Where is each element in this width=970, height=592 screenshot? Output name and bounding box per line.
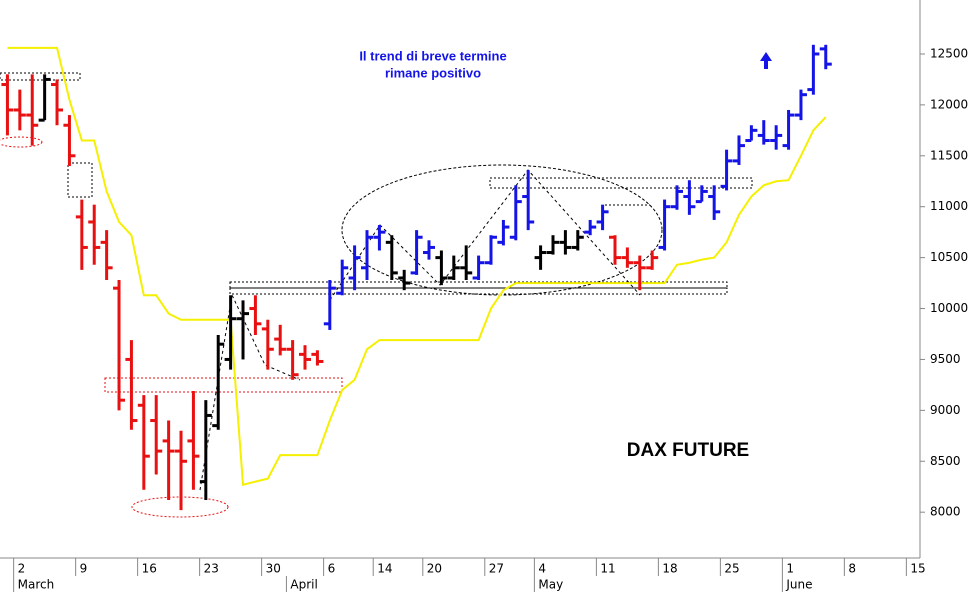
x-tick-label: 2 xyxy=(18,562,26,576)
up-arrow xyxy=(760,52,772,69)
month-label: March xyxy=(18,578,55,592)
trend-line xyxy=(199,293,301,491)
annotation: Il trend di breve termine xyxy=(359,48,506,63)
x-tick-label: 11 xyxy=(600,562,615,576)
x-tick-label: 14 xyxy=(377,562,392,576)
annotation: rimane positivo xyxy=(385,65,481,80)
y-tick-label: 12500 xyxy=(930,46,968,60)
box xyxy=(229,287,728,295)
y-tick-label: 8500 xyxy=(930,454,961,468)
x-tick-label: 15 xyxy=(910,562,925,576)
chart-label: DAX FUTURE xyxy=(627,440,749,461)
x-tick-label: 30 xyxy=(266,562,281,576)
plot xyxy=(1,44,832,511)
y-tick-label: 10500 xyxy=(930,250,968,264)
x-tick-label: 4 xyxy=(538,562,546,576)
box xyxy=(104,377,343,393)
x-tick-label: 27 xyxy=(489,562,504,576)
y-tick-label: 12000 xyxy=(930,97,968,111)
x-tick-label: 1 xyxy=(786,562,794,576)
trend-line xyxy=(329,169,641,301)
y-tick-label: 11000 xyxy=(930,199,968,213)
y-tick-label: 11500 xyxy=(930,148,968,162)
y-tick-label: 9500 xyxy=(930,352,961,366)
x-tick-label: 25 xyxy=(724,562,739,576)
y-tick-label: 8000 xyxy=(930,505,961,519)
box xyxy=(229,281,728,289)
y-tick-label: 9000 xyxy=(930,403,961,417)
x-tick-label: 18 xyxy=(662,562,677,576)
month-label: June xyxy=(785,578,812,592)
x-tick-label: 6 xyxy=(328,562,336,576)
y-tick-label: 10000 xyxy=(930,301,968,315)
ellipse xyxy=(341,164,663,296)
x-tick-label: 8 xyxy=(848,562,856,576)
x-tick-label: 23 xyxy=(204,562,219,576)
x-tick-label: 9 xyxy=(80,562,88,576)
month-label: May xyxy=(538,578,563,592)
x-tick-label: 16 xyxy=(142,562,157,576)
trail-line xyxy=(7,46,827,486)
drawings xyxy=(0,72,753,518)
box xyxy=(0,72,81,81)
x-tick-label: 20 xyxy=(427,562,442,576)
ellipse xyxy=(0,136,43,148)
ellipse xyxy=(131,496,229,518)
month-label: April xyxy=(290,578,317,592)
box xyxy=(67,162,93,198)
